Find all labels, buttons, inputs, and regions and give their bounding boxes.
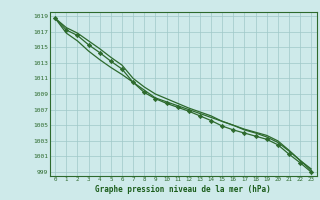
X-axis label: Graphe pression niveau de la mer (hPa): Graphe pression niveau de la mer (hPa) bbox=[95, 185, 271, 194]
